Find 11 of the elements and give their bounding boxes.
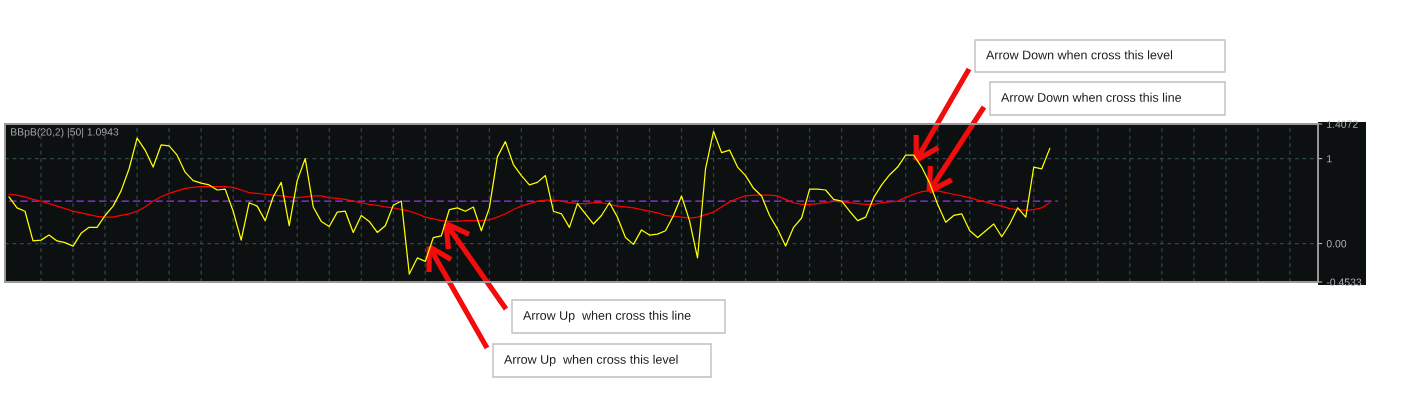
text: Arrow Down when cross this line — [1001, 92, 1182, 102]
line-series — [8, 185, 1051, 223]
y-tick-label: 0.00 — [1326, 240, 1347, 248]
text: Arrow Down when cross this level — [986, 50, 1173, 60]
y-tick-label: -0.4533 — [1326, 278, 1362, 286]
y-tick-label: 1 — [1327, 155, 1332, 163]
y-tick-label: 1.4072 — [1327, 120, 1358, 128]
text: Arrow Up when cross this line — [523, 310, 691, 323]
text: Arrow Up when cross this level — [504, 354, 678, 367]
chart-title: BBpB(20,2) |50| 1.0943 — [11, 127, 119, 138]
line-series — [8, 130, 1051, 275]
